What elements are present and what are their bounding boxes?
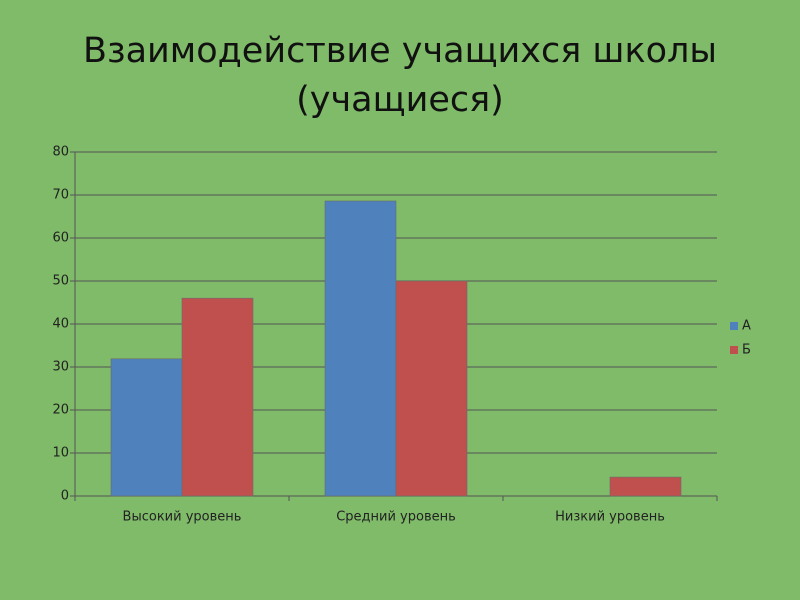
x-tick-label: Средний уровень [336,510,456,525]
legend-label: Б [742,343,751,358]
bar [110,358,183,497]
y-tick-label: 50 [52,274,69,289]
legend-swatch [730,322,738,330]
y-tick-label: 20 [52,403,69,418]
y-tick-label: 10 [52,446,69,461]
legend-swatch [730,346,738,354]
y-tick-label: 0 [61,489,69,504]
y-tick-label: 80 [52,145,69,160]
x-tick-label: Высокий уровень [123,510,242,525]
legend-label: А [742,319,751,334]
y-tick-label: 40 [52,317,69,332]
bar [324,200,397,497]
bar [609,476,682,497]
chart-title: (учащиеся) [296,80,504,120]
y-tick-label: 30 [52,360,69,375]
x-tick-label: Низкий уровень [555,510,665,525]
bar [395,280,468,497]
chart-title: Взаимодействие учащихся школы [83,31,717,71]
y-tick-label: 60 [52,231,69,246]
bar [181,297,254,497]
y-tick-label: 70 [52,188,69,203]
